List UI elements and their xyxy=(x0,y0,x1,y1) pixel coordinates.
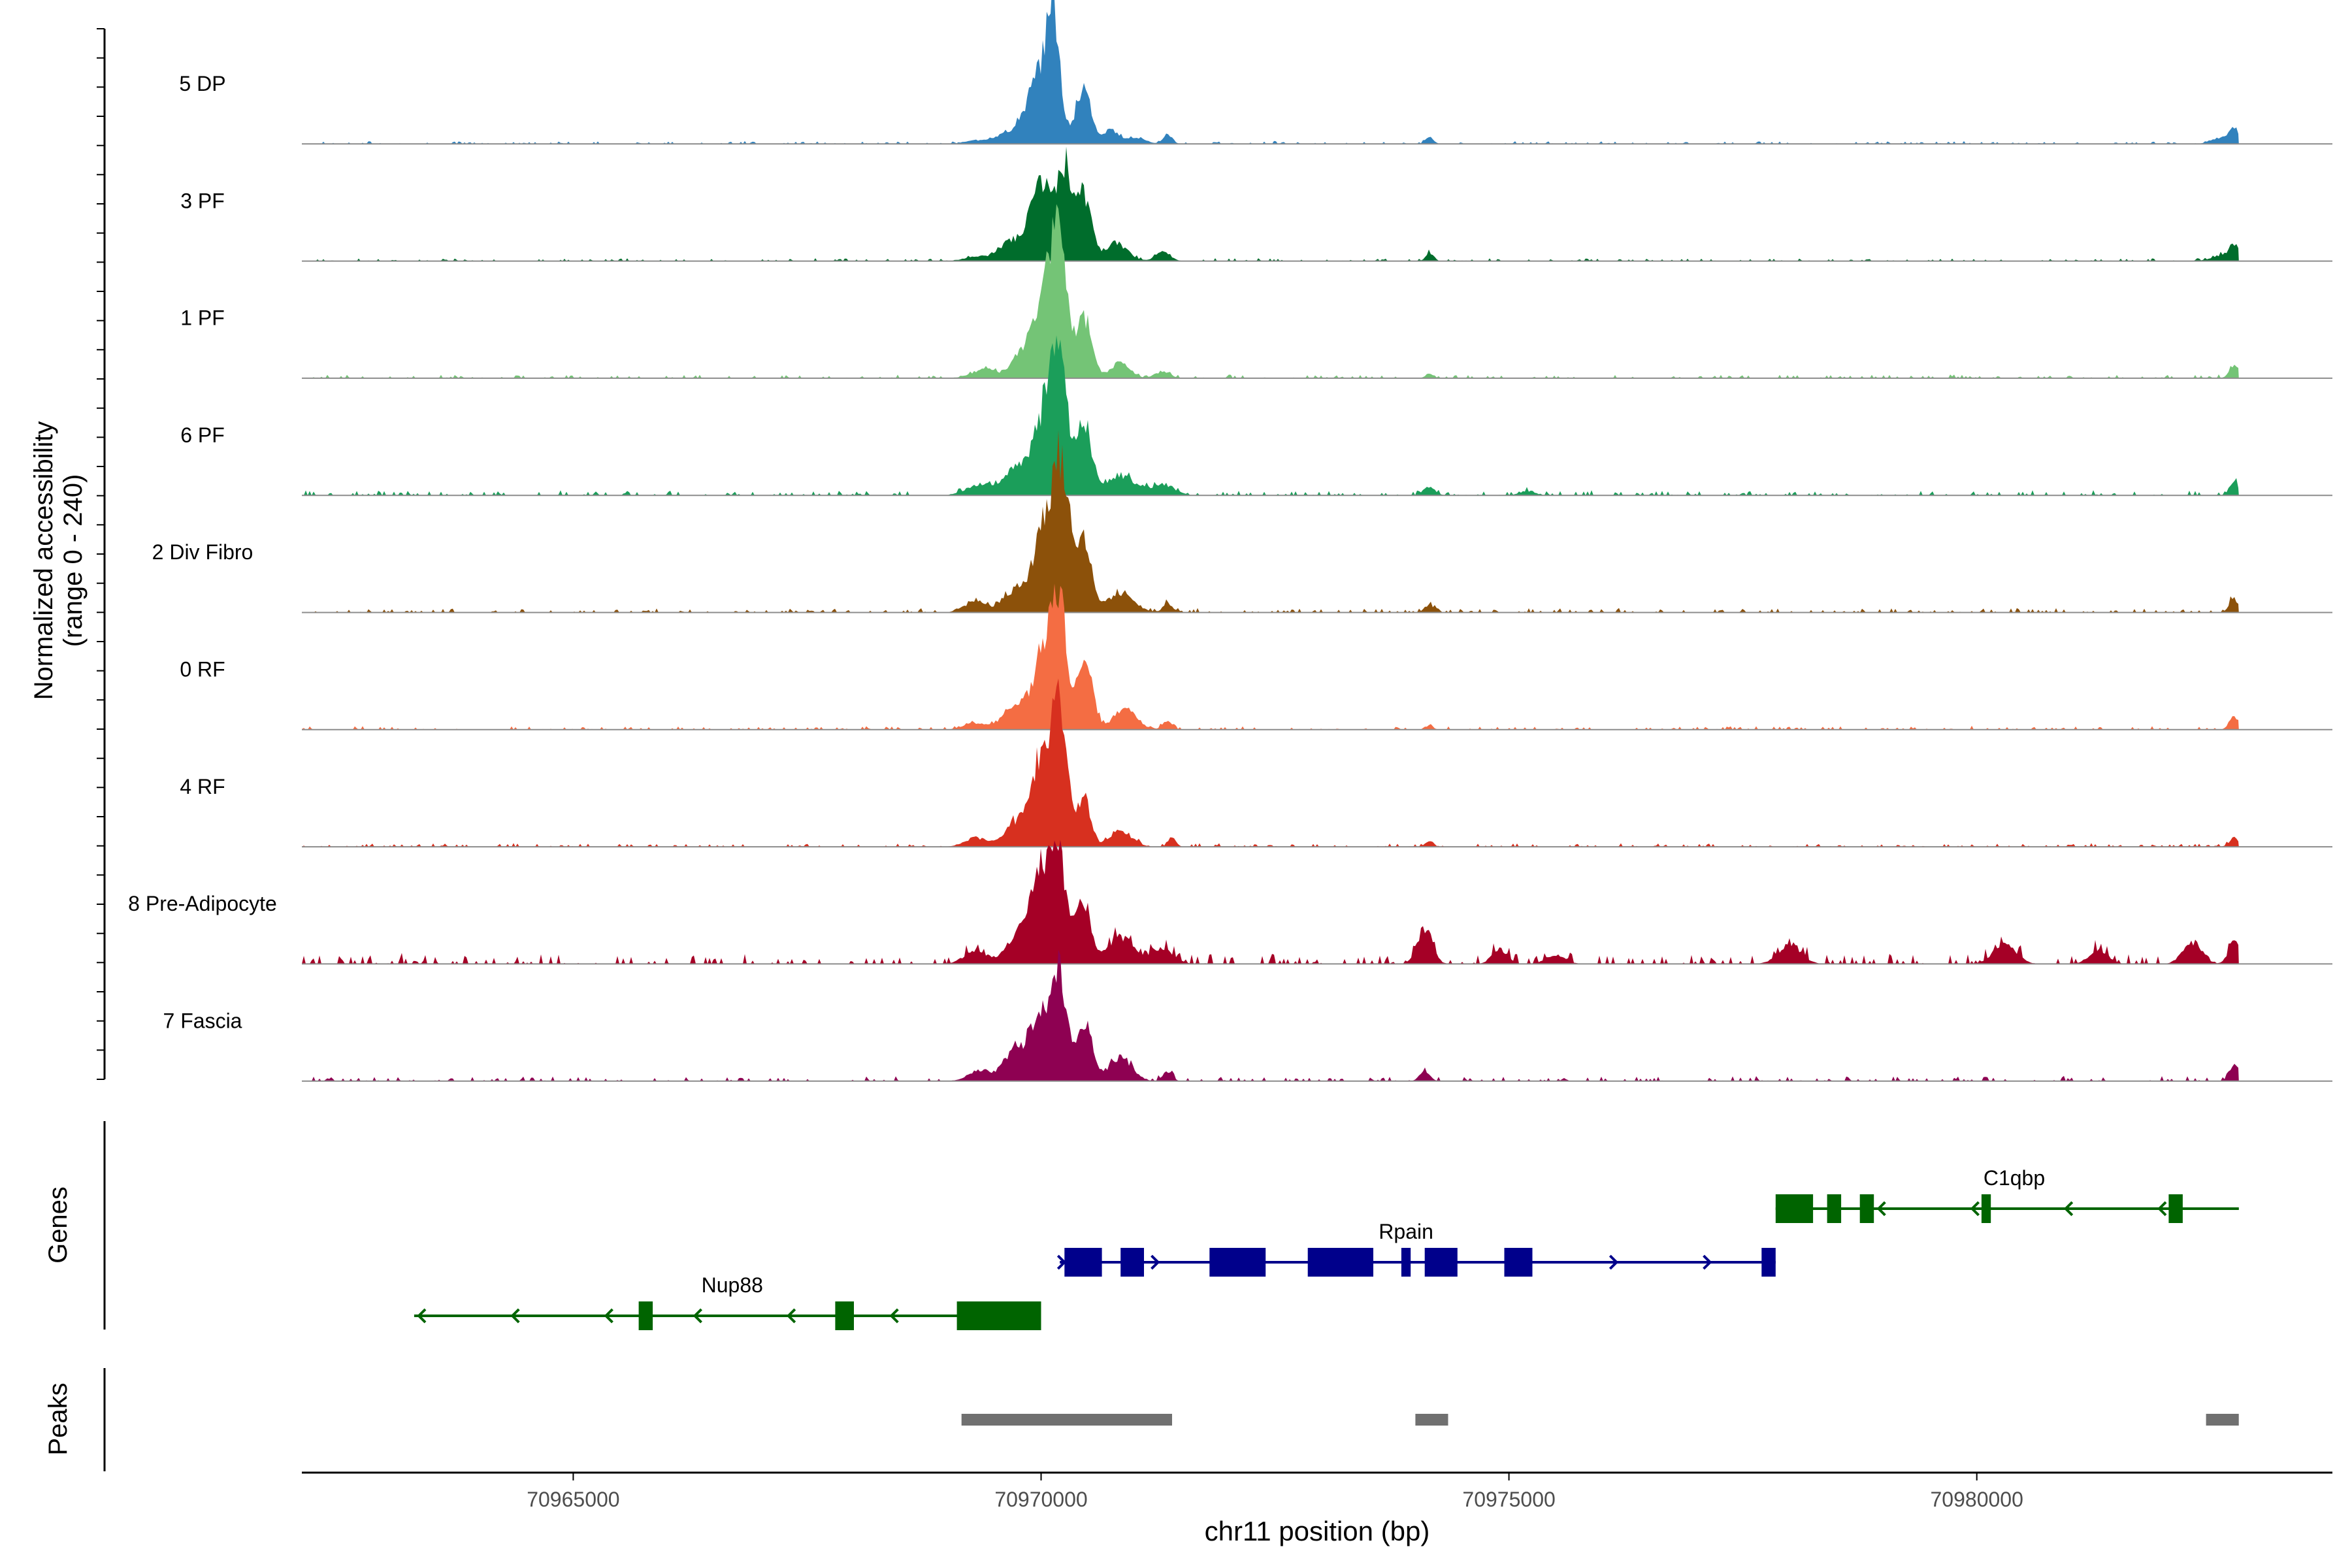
strand-arrow xyxy=(889,1308,899,1324)
track-4-rf: 4 RF xyxy=(180,678,2332,848)
strand-arrow xyxy=(1876,1201,1886,1217)
gene-c1qbp: C1qbp xyxy=(1775,1166,2239,1223)
gene-label: Nup88 xyxy=(702,1273,763,1297)
gene-label: Rpain xyxy=(1379,1220,1433,1243)
track-label: 8 Pre-Adipocyte xyxy=(128,892,277,915)
peaks-panel-label: Peaks xyxy=(44,1382,73,1455)
x-tick-label: 70980000 xyxy=(1931,1488,2023,1511)
coverage-y-label: Normalized accessibility (range 0 - 240) xyxy=(29,421,88,700)
exon xyxy=(1981,1194,1991,1223)
strand-arrow xyxy=(693,1308,702,1324)
peak-region xyxy=(2206,1414,2239,1426)
x-axis-ticks: 70965000 70970000 70975000 70980000 xyxy=(527,1473,2023,1511)
track-1-pf: 1 PF xyxy=(180,204,2332,379)
x-axis-title: chr11 position (bp) xyxy=(1205,1516,1430,1546)
track-label: 7 Fascia xyxy=(163,1009,242,1032)
strand-arrow xyxy=(417,1308,427,1324)
coverage-y-label-line2: (range 0 - 240) xyxy=(59,474,88,647)
strand-arrow xyxy=(510,1308,520,1324)
exon xyxy=(638,1301,653,1330)
strand-arrow xyxy=(1703,1254,1712,1270)
exon xyxy=(1859,1194,1874,1223)
peak-region xyxy=(961,1414,1172,1426)
track-7-fascia: 7 Fascia xyxy=(163,949,2332,1082)
track-label: 5 DP xyxy=(179,72,225,95)
track-5-dp: 5 DP xyxy=(179,0,2332,145)
track-6-pf: 6 PF xyxy=(180,335,2332,497)
x-tick-label: 70965000 xyxy=(527,1488,619,1511)
x-tick-label: 70975000 xyxy=(1462,1488,1555,1511)
exon xyxy=(1761,1248,1776,1277)
exon xyxy=(1424,1248,1458,1277)
track-0-rf: 0 RF xyxy=(180,583,2332,730)
exon xyxy=(1775,1194,1814,1223)
exon xyxy=(1401,1248,1411,1277)
peak-region xyxy=(1415,1414,1448,1426)
strand-arrow xyxy=(1151,1254,1160,1270)
gene-annotations: Nup88 Rpain C1qbp xyxy=(414,1166,2239,1330)
exon xyxy=(1209,1248,1266,1277)
genes-panel-label: Genes xyxy=(44,1186,73,1264)
strand-arrow xyxy=(2157,1201,2167,1217)
exon xyxy=(1120,1248,1144,1277)
exon xyxy=(956,1301,1041,1330)
track-label: 0 RF xyxy=(180,658,225,681)
x-tick-label: 70970000 xyxy=(994,1488,1087,1511)
track-label: 2 Div Fibro xyxy=(152,540,253,564)
strand-arrow xyxy=(1609,1254,1619,1270)
exon xyxy=(2168,1194,2183,1223)
track-label: 3 PF xyxy=(180,189,225,212)
strand-arrow xyxy=(2063,1201,2074,1217)
track-label: 6 PF xyxy=(180,423,225,447)
track-label: 4 RF xyxy=(180,775,225,798)
gene-nup88: Nup88 xyxy=(414,1273,1041,1330)
track-3-pf: 3 PF xyxy=(180,146,2332,262)
exon xyxy=(1307,1248,1373,1277)
exon xyxy=(1504,1248,1533,1277)
track-8-pre-adipocyte: 8 Pre-Adipocyte xyxy=(128,840,2332,965)
coverage-tracks: 5 DP 3 PF 1 PF 6 PF 2 Div Fibro 0 RF 4 RF 8 Pre… xyxy=(128,0,2332,1082)
track-label: 1 PF xyxy=(180,306,225,330)
coverage-y-label-line1: Normalized accessibility xyxy=(29,421,58,700)
exon xyxy=(835,1301,854,1330)
gene-label: C1qbp xyxy=(1984,1166,2045,1190)
gene-rpain: Rpain xyxy=(1056,1220,1776,1277)
exon xyxy=(1827,1194,1842,1223)
strand-arrow xyxy=(1970,1201,1980,1217)
exon xyxy=(1064,1248,1102,1277)
strand-arrow xyxy=(786,1308,796,1324)
strand-arrow xyxy=(604,1308,613,1324)
coverage-y-ticks xyxy=(97,28,105,1080)
peak-regions xyxy=(961,1414,2239,1426)
strand-arrow xyxy=(1056,1254,1067,1270)
track-2-div-fibro: 2 Div Fibro xyxy=(152,430,2332,613)
